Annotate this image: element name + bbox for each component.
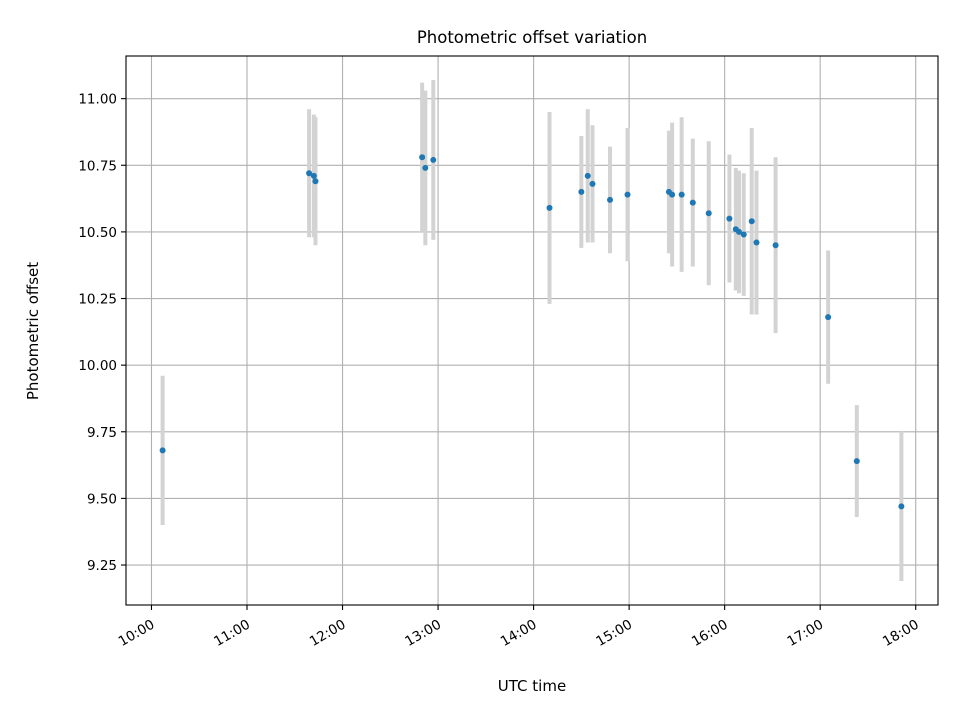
data-point	[825, 314, 832, 321]
data-point	[624, 191, 631, 198]
y-tick-label: 9.75	[87, 425, 117, 441]
data-point	[740, 231, 747, 238]
data-point	[310, 172, 317, 179]
data-point	[578, 188, 585, 195]
data-point	[726, 215, 733, 222]
axes-frame	[125, 55, 939, 606]
data-point	[753, 239, 760, 246]
y-tick-label: 10.75	[78, 158, 117, 174]
data-point	[669, 191, 676, 198]
y-axis-label: Photometric offset	[24, 262, 42, 400]
data-points	[159, 154, 905, 510]
x-axis-label: UTC time	[498, 677, 566, 695]
data-point	[689, 199, 696, 206]
data-point	[589, 180, 596, 187]
data-point	[853, 458, 860, 465]
data-point	[159, 447, 166, 454]
data-point	[546, 204, 553, 211]
y-tick-label: 9.50	[87, 491, 117, 507]
data-point	[772, 242, 779, 249]
data-point	[430, 156, 437, 163]
y-tick-label: 11.00	[78, 92, 117, 108]
data-point	[306, 170, 313, 177]
data-point	[748, 218, 755, 225]
chart-title: Photometric offset variation	[417, 28, 647, 47]
data-point	[705, 210, 712, 217]
y-tick-label: 10.50	[78, 225, 117, 241]
data-point	[312, 178, 319, 185]
data-point	[584, 172, 591, 179]
y-tick-label: 9.25	[87, 558, 117, 574]
data-point	[735, 228, 742, 235]
y-axis-ticks: 9.25 9.50 9.75 10.00 10.25 10.50 10.75 11.00	[78, 92, 126, 574]
data-point	[678, 191, 685, 198]
y-tick-label: 10.25	[78, 292, 117, 308]
data-point	[422, 164, 429, 171]
y-tick-label: 10.00	[78, 358, 117, 374]
data-point	[607, 196, 614, 203]
data-point	[419, 154, 426, 161]
data-point	[898, 503, 905, 510]
